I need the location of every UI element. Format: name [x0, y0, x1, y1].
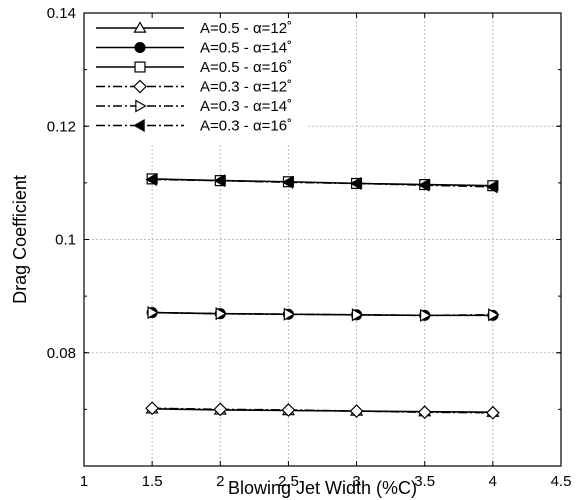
legend-item: A=0.5 - α=14˚ [96, 40, 292, 57]
legend-marker [133, 79, 147, 94]
x-tick-label: 2.5 [278, 473, 299, 490]
legend-marker [135, 99, 147, 113]
legend-item: A=0.3 - α=12˚ [96, 79, 292, 96]
axis-layer: 1 1.5 2 2.5 3 3.5 4 4.5 0.08 0.1 0.12 0.14 [47, 5, 572, 490]
series-4 [145, 401, 500, 420]
data-point-marker [281, 403, 296, 417]
data-point-marker [351, 308, 364, 322]
legend-label: A=0.5 - α=16˚ [200, 59, 292, 76]
series-layer [145, 172, 500, 420]
x-tick-label: 3 [352, 473, 360, 490]
legend-marker [134, 41, 146, 54]
data-point-marker [283, 307, 296, 321]
series-5 [147, 306, 500, 322]
legend-background [92, 18, 308, 143]
legend-marker [133, 21, 147, 33]
x-tick-label: 4.5 [551, 473, 572, 490]
data-point-marker [486, 180, 498, 194]
legend-label: A=0.3 - α=12˚ [200, 79, 292, 96]
data-point-marker [215, 307, 227, 321]
data-point-marker [418, 178, 430, 192]
data-point-marker [488, 308, 500, 322]
series-6 [145, 172, 498, 194]
legend-item: A=0.3 - α=14˚ [96, 98, 292, 115]
data-point-marker [485, 405, 500, 420]
legend-marker [134, 61, 146, 73]
data-point-marker [147, 306, 159, 320]
data-point-marker [417, 405, 432, 420]
series-line [152, 178, 493, 188]
y-tick-label: 0.1 [55, 232, 76, 249]
data-point-marker [145, 172, 157, 187]
data-point-marker [349, 404, 364, 418]
x-tick-label: 4 [489, 473, 497, 490]
data-point-marker [145, 401, 160, 416]
x-tick-label: 1.5 [142, 473, 163, 490]
legend-label: A=0.5 - α=12˚ [200, 20, 292, 37]
legend-label: A=0.3 - α=14˚ [200, 98, 292, 115]
legend-label: A=0.3 - α=16˚ [200, 118, 292, 135]
data-point-marker [349, 176, 362, 190]
legend: A=0.5 - α=12˚ A=0.5 - α=14˚ A=0.5 - α=16˚ A… [92, 18, 308, 143]
grid-layer [84, 13, 561, 466]
legend-item: A=0.5 - α=12˚ [96, 20, 292, 37]
x-tick-label: 3.5 [414, 473, 435, 490]
y-tick-label: 0.08 [47, 345, 76, 362]
y-tick-label: 0.12 [47, 118, 76, 135]
legend-label: A=0.5 - α=14˚ [200, 40, 292, 57]
data-point-marker [213, 174, 226, 188]
data-point-marker [213, 402, 228, 417]
legend-item: A=0.5 - α=16˚ [96, 59, 292, 76]
x-tick-label: 1 [80, 473, 88, 490]
x-tick-label: 2 [216, 473, 224, 490]
y-axis-label: Drag Coefficient [10, 175, 30, 304]
series-line [152, 311, 493, 317]
x-axis-label: Blowing Jet Width (%C) [228, 478, 417, 498]
legend-item: A=0.3 - α=16˚ [96, 118, 292, 135]
data-point-marker [281, 175, 294, 189]
series-line [152, 407, 493, 414]
legend-marker [133, 118, 145, 133]
y-tick-label: 0.14 [47, 5, 76, 22]
data-point-marker [419, 308, 432, 322]
